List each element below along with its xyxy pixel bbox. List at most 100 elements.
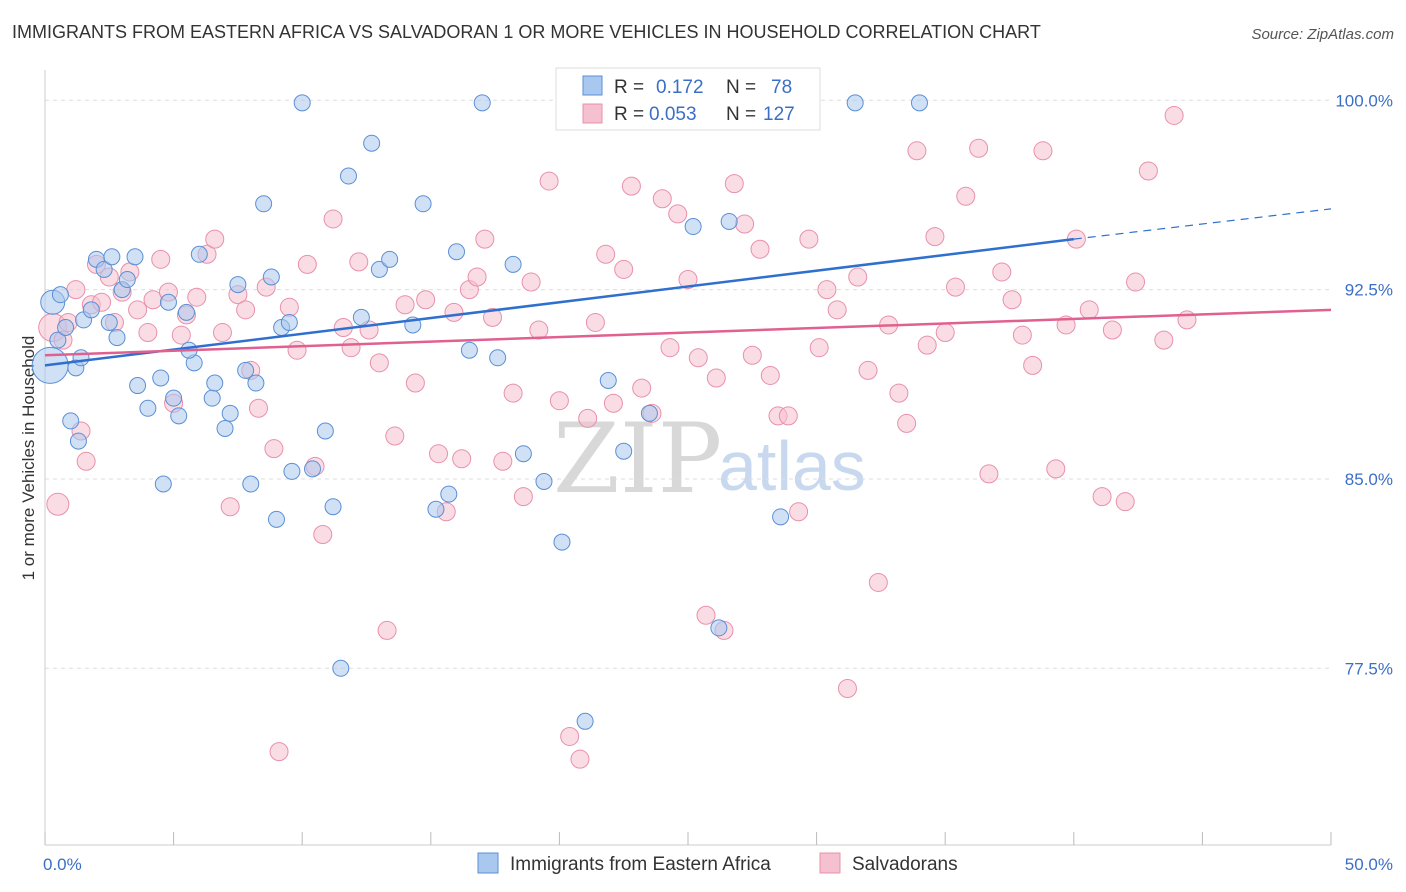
eastern-africa-point-50 [381, 250, 399, 268]
salvadorans-point-106 [945, 277, 965, 297]
salvadorans-trend-line [44, 308, 1332, 357]
salvadorans-point-69 [596, 244, 616, 264]
salvadorans-point-89 [778, 406, 798, 426]
salvadorans-point-62 [529, 320, 549, 340]
salvadorans-point-1 [46, 492, 70, 516]
eastern-africa-point-5 [62, 412, 80, 430]
eastern-africa-point-39 [267, 510, 285, 528]
salvadorans-point-66 [570, 749, 590, 769]
eastern-africa-trend-line [44, 237, 1074, 367]
salvadorans-point-109 [979, 464, 999, 484]
salvadorans-point-121 [1115, 492, 1135, 512]
salvadorans-point-61 [521, 272, 541, 292]
eastern-africa-trend-extension [1073, 208, 1332, 240]
salvadorans-point-25 [212, 323, 232, 343]
salvadorans-point-90 [789, 502, 809, 522]
salvadorans-point-67 [578, 408, 598, 428]
salvadorans-point-28 [236, 300, 256, 320]
salvadorans-point-86 [750, 239, 770, 259]
salvadorans-point-60 [513, 487, 533, 507]
eastern-africa-point-33 [242, 475, 260, 493]
eastern-africa-point-19 [139, 399, 157, 417]
eastern-africa-point-57 [473, 94, 491, 112]
salvadorans-point-36 [297, 254, 317, 274]
salvadorans-point-35 [287, 340, 307, 360]
salvadorans-point-102 [907, 141, 927, 161]
salvadorans-point-108 [969, 138, 989, 158]
eastern-africa-point-17 [126, 248, 144, 266]
salvadorans-point-110 [992, 262, 1012, 282]
legend-swatch-pink [582, 103, 603, 124]
eastern-africa-point-60 [514, 445, 532, 463]
chart-source: Source: ZipAtlas.com [1251, 26, 1394, 43]
salvadorans-point-84 [735, 214, 755, 234]
salvadorans-point-20 [171, 325, 191, 345]
eastern-africa-point-30 [221, 404, 239, 422]
eastern-africa-point-75 [154, 475, 172, 493]
correlation-legend: R = 0.172 N = 78 R = 0.053 N = 127 [555, 67, 821, 131]
salvadorans-point-65 [560, 726, 580, 746]
legend-swatch-blue [582, 75, 603, 96]
salvadorans-point-45 [377, 620, 397, 640]
salvadorans-point-17 [151, 249, 171, 269]
salvadorans-point-34 [279, 297, 299, 317]
salvadorans-point-85 [742, 345, 762, 365]
legend-n-label-1: N = [726, 77, 756, 98]
salvadorans-point-42 [349, 252, 369, 272]
eastern-africa-point-34 [247, 374, 265, 392]
salvadorans-point-83 [724, 174, 744, 194]
salvadorans-point-39 [323, 209, 343, 229]
eastern-africa-point-36 [262, 268, 280, 286]
salvadorans-point-95 [837, 678, 857, 698]
eastern-africa-point-58 [489, 349, 507, 367]
salvadorans-point-14 [128, 300, 148, 320]
trend-lines [44, 208, 1332, 367]
salvadorans-point-96 [848, 267, 868, 287]
eastern-africa-point-62 [553, 533, 571, 551]
x-tick-label-min: 0.0% [43, 855, 82, 874]
eastern-africa-point-29 [216, 419, 234, 437]
salvadorans-point-59 [503, 383, 523, 403]
eastern-africa-point-22 [165, 389, 183, 407]
salvadorans-point-58 [493, 451, 513, 471]
eastern-africa-point-20 [152, 369, 170, 387]
salvadorans-point-118 [1079, 300, 1099, 320]
eastern-africa-point-14 [108, 329, 126, 347]
eastern-africa-point-47 [352, 308, 370, 326]
eastern-africa-point-65 [615, 442, 633, 460]
y-axis-ticks: 100.0% 92.5% 85.0% 77.5% [1335, 91, 1393, 678]
legend-n-value-2: 127 [763, 104, 795, 125]
eastern-africa-point-27 [203, 389, 221, 407]
salvadorans-point-92 [809, 338, 829, 358]
eastern-africa-point-68 [684, 218, 702, 236]
y-tick-label-1: 92.5% [1345, 281, 1393, 300]
salvadorans-point-57 [483, 307, 503, 327]
legend-n-label-2: N = [726, 104, 756, 125]
eastern-africa-point-63 [576, 712, 594, 730]
salvadorans-point-22 [187, 287, 207, 307]
legend-n-value-1: 78 [771, 77, 792, 98]
salvadorans-point-114 [1033, 141, 1053, 161]
eastern-africa-point-52 [414, 195, 432, 213]
y-tick-label-0: 100.0% [1335, 91, 1393, 110]
eastern-africa-point-49 [370, 260, 388, 278]
eastern-africa-point-46 [339, 167, 357, 185]
salvadorans-point-15 [138, 323, 158, 343]
salvadorans-point-49 [416, 290, 436, 310]
salvadorans-point-6 [76, 451, 96, 471]
legend-r-value-1: 0.172 [656, 77, 704, 98]
watermark-atlas: atlas [718, 427, 866, 505]
eastern-africa-point-44 [324, 498, 342, 516]
salvadorans-point-55 [467, 267, 487, 287]
eastern-africa-point-72 [772, 508, 790, 526]
salvadorans-point-52 [444, 302, 464, 322]
legend-r-label-1: R = [614, 77, 644, 98]
y-tick-label-3: 77.5% [1345, 659, 1393, 678]
salvadorans-point-4 [66, 280, 86, 300]
salvadorans-point-105 [935, 323, 955, 343]
legend-r-value-2: 0.053 [649, 104, 697, 125]
salvadorans-point-98 [868, 572, 888, 592]
salvadorans-point-120 [1102, 320, 1122, 340]
salvadorans-point-104 [925, 227, 945, 247]
salvadorans-point-26 [220, 497, 240, 517]
